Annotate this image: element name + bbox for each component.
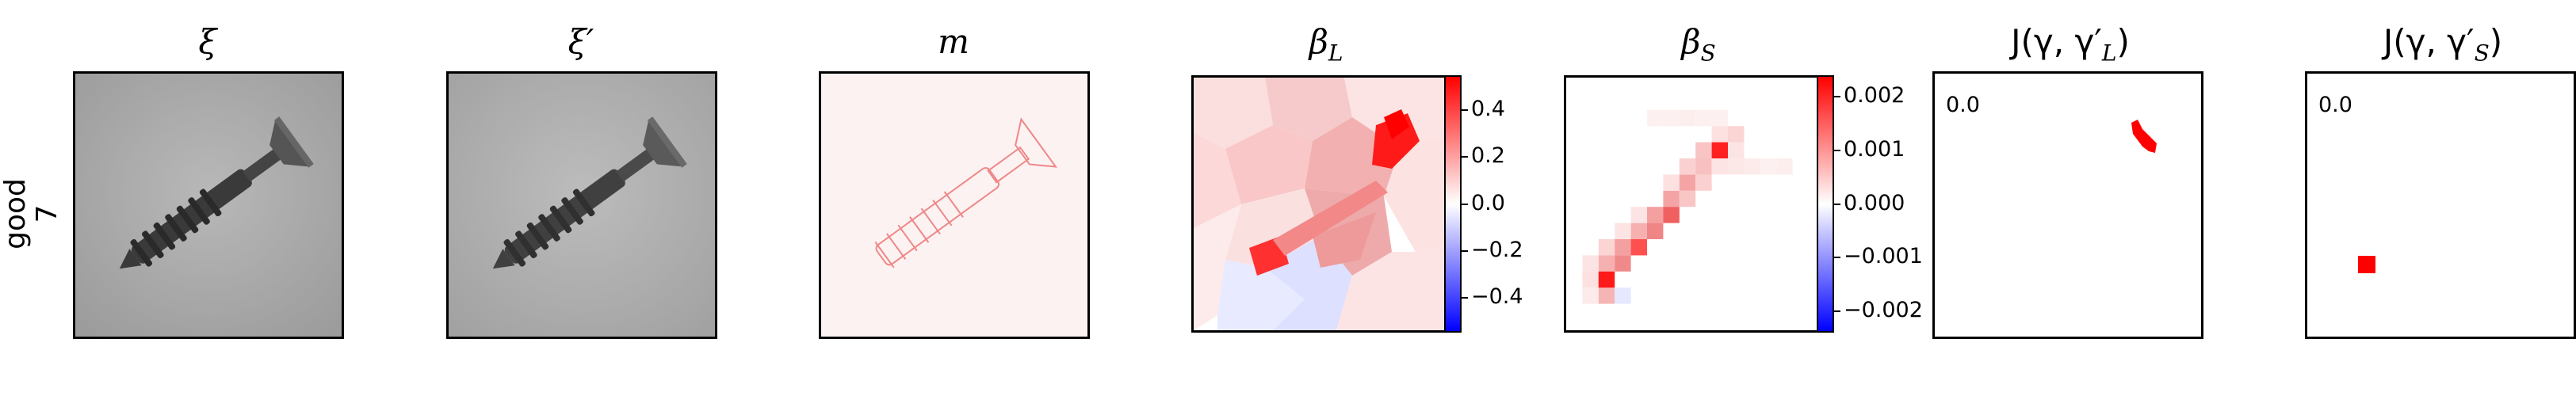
colorbar-beta-l-tick-label: 0.2	[1471, 143, 1505, 169]
attribution-patch	[1598, 287, 1615, 304]
panel-image-original	[73, 71, 344, 339]
attribution-patch	[1647, 207, 1664, 223]
attribution-patch	[1711, 109, 1728, 127]
panel-title-xi: ξ	[198, 22, 217, 61]
panel-attribution-beta-s	[1564, 75, 1828, 333]
attribution-patch	[1679, 109, 1696, 127]
attribution-patch	[1647, 109, 1664, 127]
attribution-patch	[1630, 223, 1647, 239]
colorbar-beta-s-tick-mark	[1834, 149, 1840, 151]
colorbar-beta-s-tick-label: 0.001	[1844, 136, 1905, 162]
attribution-patch	[1744, 158, 1760, 175]
attribution-patch	[1582, 287, 1599, 304]
attribution-patch	[1663, 109, 1680, 127]
attribution-patch	[1598, 239, 1615, 256]
colorbar-beta-l-tick-mark	[1462, 296, 1468, 299]
attribution-patch	[1647, 223, 1664, 239]
panel-jaccard-s: 0.0	[2305, 71, 2576, 339]
attribution-patch	[1615, 287, 1631, 304]
attribution-patch	[1615, 239, 1631, 256]
colorbar-beta-l-tick-label: 0.4	[1471, 97, 1505, 122]
attribution-patch-strong	[1630, 239, 1647, 256]
attribution-patch-strong	[1711, 142, 1728, 158]
attribution-patch	[1582, 255, 1599, 272]
panel-attribution-beta-l	[1191, 75, 1455, 333]
colorbar-beta-l-tick-mark	[1462, 109, 1468, 112]
attribution-patch	[1663, 190, 1680, 208]
attribution-patch	[1615, 255, 1631, 272]
attribution-patch	[1615, 223, 1631, 239]
colorbar-beta-l-tick-label: 0.0	[1471, 190, 1505, 215]
panel-title-jaccard-s: J(γ, γ′S)	[2383, 22, 2503, 67]
attribution-patch	[1679, 158, 1696, 175]
jaccard-s-mask	[2358, 256, 2375, 273]
attribution-patch	[1711, 158, 1728, 175]
panel-title-beta-l: βL	[1309, 22, 1343, 67]
panel-image-reconstruction	[446, 71, 717, 339]
attribution-patch	[1695, 174, 1712, 191]
jaccard-s-value: 0.0	[2318, 93, 2352, 117]
colorbar-beta-s	[1817, 75, 1834, 333]
colorbar-beta-l-tick-mark	[1462, 203, 1468, 205]
colorbar-beta-l-tick-mark	[1462, 249, 1468, 252]
attribution-patch	[1728, 126, 1745, 143]
panel-mask-m	[819, 71, 1090, 339]
difference-map	[821, 74, 1087, 337]
colorbar-beta-l-tick-label: −0.4	[1471, 284, 1523, 309]
attribution-patch	[1663, 174, 1680, 191]
colorbar-beta-l	[1444, 75, 1462, 333]
attribution-map-large	[1194, 78, 1453, 330]
attribution-patch	[1760, 158, 1777, 175]
row-label-index: 7	[31, 204, 63, 223]
panel-title-beta-s: βS	[1681, 22, 1716, 67]
attribution-patch	[1582, 271, 1599, 288]
screw-image-reconstruction	[449, 74, 715, 337]
colorbar-beta-s-tick-label: 0.002	[1844, 83, 1905, 109]
screw-image-original	[75, 74, 342, 337]
colorbar-beta-l-tick-mark	[1462, 156, 1468, 158]
colorbar-beta-s-tick-label: 0.000	[1844, 190, 1905, 215]
colorbar-beta-s-tick-label: −0.002	[1844, 297, 1923, 322]
row-label-class-name: good	[0, 178, 32, 249]
colorbar-beta-s-tick-mark	[1834, 310, 1840, 312]
attribution-patch	[1630, 207, 1647, 223]
attribution-patch-strong	[1598, 271, 1615, 288]
colorbar-beta-s-tick-mark	[1834, 203, 1840, 205]
panel-title-m: m	[938, 22, 969, 61]
panel-title-jaccard-l: J(γ, γ′L)	[2011, 22, 2130, 67]
jaccard-l-value: 0.0	[1946, 93, 1980, 117]
panel-jaccard-l: 0.0	[1932, 71, 2203, 339]
attribution-patch	[1679, 190, 1696, 208]
attribution-patch	[1728, 158, 1745, 175]
jaccard-l-mask	[2131, 120, 2157, 153]
attribution-patch-strong	[1663, 207, 1680, 223]
colorbar-beta-l-tick-label: −0.2	[1471, 237, 1523, 262]
attribution-patch	[1728, 142, 1745, 158]
attribution-patch	[1695, 142, 1712, 158]
attribution-patch	[1598, 255, 1615, 272]
colorbar-beta-s-tick-mark	[1834, 96, 1840, 98]
attribution-patch	[1679, 174, 1696, 191]
attribution-patch	[1711, 126, 1728, 143]
attribution-map-small	[1582, 109, 1793, 304]
row-label-class: good 7	[0, 150, 63, 277]
attribution-patch	[1695, 109, 1712, 127]
colorbar-beta-s-tick-mark	[1834, 257, 1840, 259]
attribution-patch	[1776, 158, 1793, 175]
panel-title-xi-prime: ξ′	[568, 22, 594, 61]
attribution-patch	[1695, 158, 1712, 175]
colorbar-beta-s-tick-label: −0.001	[1844, 244, 1923, 269]
